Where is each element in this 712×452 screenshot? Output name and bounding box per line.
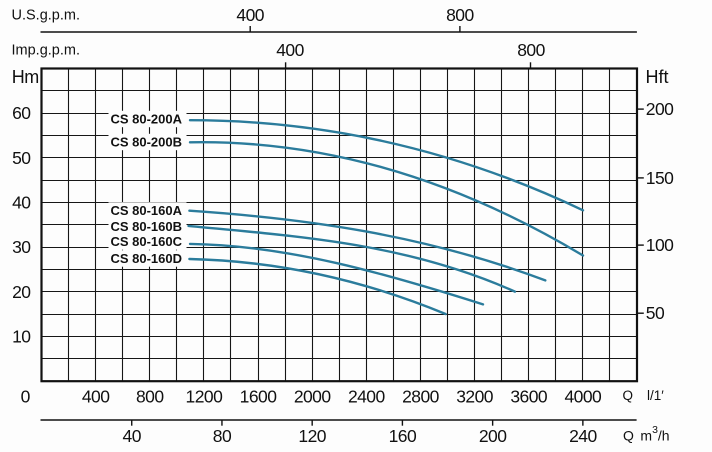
svg-text:400: 400 bbox=[236, 5, 264, 25]
svg-text:10: 10 bbox=[12, 327, 31, 347]
svg-text:4000: 4000 bbox=[564, 387, 602, 407]
svg-text:CS 80-160A: CS 80-160A bbox=[110, 203, 182, 218]
svg-text:800: 800 bbox=[136, 387, 164, 407]
svg-text:Qm3/h: Qm3/h bbox=[623, 424, 670, 444]
svg-text:50: 50 bbox=[646, 303, 665, 323]
svg-text:800: 800 bbox=[446, 5, 474, 25]
svg-text:160: 160 bbox=[389, 426, 417, 446]
svg-text:1600: 1600 bbox=[240, 387, 278, 407]
svg-text:800: 800 bbox=[517, 40, 545, 60]
svg-text:3600: 3600 bbox=[510, 387, 548, 407]
svg-text:400: 400 bbox=[276, 40, 304, 60]
svg-text:2000: 2000 bbox=[294, 387, 332, 407]
svg-text:CS 80-160D: CS 80-160D bbox=[110, 251, 182, 266]
svg-text:60: 60 bbox=[12, 103, 31, 123]
svg-text:2400: 2400 bbox=[348, 387, 386, 407]
svg-text:Hm: Hm bbox=[12, 67, 39, 87]
svg-text:30: 30 bbox=[12, 237, 31, 257]
svg-text:40: 40 bbox=[123, 426, 142, 446]
svg-text:120: 120 bbox=[298, 426, 326, 446]
svg-text:100: 100 bbox=[646, 235, 674, 255]
svg-text:Hft: Hft bbox=[646, 67, 669, 87]
svg-text:200: 200 bbox=[479, 426, 507, 446]
svg-text:3200: 3200 bbox=[456, 387, 494, 407]
svg-text:150: 150 bbox=[646, 168, 674, 188]
svg-text:0: 0 bbox=[21, 387, 31, 407]
svg-text:240: 240 bbox=[569, 426, 597, 446]
svg-text:20: 20 bbox=[12, 282, 31, 302]
svg-text:U.S.g.p.m.: U.S.g.p.m. bbox=[12, 7, 81, 23]
svg-text:2800: 2800 bbox=[402, 387, 440, 407]
svg-text:Imp.g.p.m.: Imp.g.p.m. bbox=[12, 42, 81, 58]
svg-text:400: 400 bbox=[82, 387, 110, 407]
svg-text:50: 50 bbox=[12, 148, 31, 168]
svg-text:40: 40 bbox=[12, 193, 31, 213]
svg-text:CS 80-200A: CS 80-200A bbox=[110, 112, 182, 127]
svg-text:80: 80 bbox=[213, 426, 232, 446]
svg-text:CS 80-160C: CS 80-160C bbox=[110, 234, 182, 249]
svg-text:1200: 1200 bbox=[186, 387, 224, 407]
svg-text:Ql/1′: Ql/1′ bbox=[623, 388, 665, 403]
svg-text:CS 80-200B: CS 80-200B bbox=[110, 135, 182, 150]
svg-text:CS 80-160B: CS 80-160B bbox=[110, 219, 182, 234]
svg-text:200: 200 bbox=[646, 99, 674, 119]
